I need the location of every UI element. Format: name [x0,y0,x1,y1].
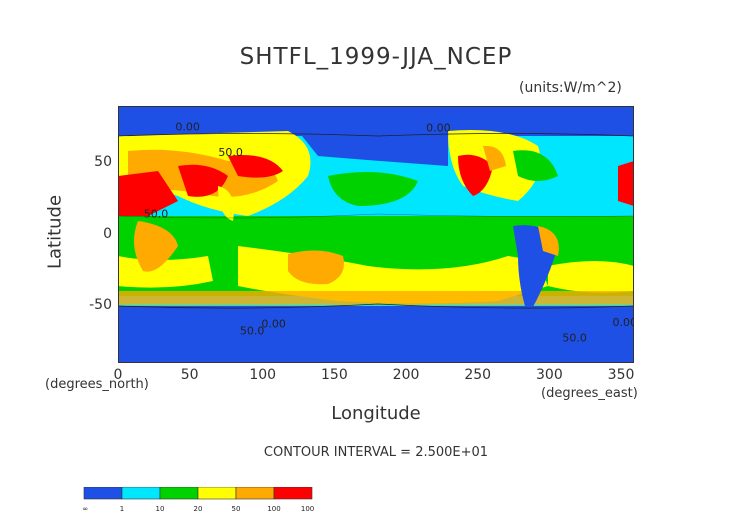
colorbar-label: 10000 [301,505,314,513]
field-region-central-asia-red [228,155,283,178]
x-tick-label: 200 [392,367,420,383]
field-region-antarctic [118,306,634,363]
chart-title: SHTFL_1999-JJA_NCEP [239,44,513,70]
colorbar-swatch [197,487,237,500]
field-region-east-edge-red [618,161,634,206]
x-tick-label: 50 [180,367,199,383]
colorbar-label: 1 [120,505,124,513]
colorbar-label: 20 [194,505,203,513]
colorbar: -∞ 1 10 20 50 100 10000 [82,487,314,513]
colorbar-label: 100 [267,505,280,513]
contour-label: 0.00 [426,122,451,135]
y-axis-unit-label: (degrees_north) [45,377,149,392]
field-region-pacific-green [328,172,418,206]
contour-interval-label: CONTOUR INTERVAL = 2.500E+01 [263,445,489,460]
field-region-na-east [513,150,558,181]
field-region-south-america-orange [538,226,559,256]
field-region-arctic [118,106,634,136]
contour-label: 50.0 [144,207,169,220]
units-label: (units:W/m^2) [519,80,622,96]
y-tick-label: -50 [89,296,112,313]
colorbar-swatch [83,487,123,500]
field-region-middle-east-red [178,164,228,197]
field-region-north-pacific [298,131,448,166]
field-region-south-yellow-east [548,261,634,293]
colorbar-swatch [235,487,275,500]
colorbar-swatch [159,487,199,500]
contour-label: 50.0 [562,332,587,345]
y-tick-label: 0 [103,225,112,242]
field-region-africa-south [134,221,178,272]
colorbar-label: 50 [232,505,241,513]
field-region-atlantic [558,142,634,216]
contour-label: 50.0 [218,146,243,159]
field-region-australia [288,250,344,285]
x-axis-label: Longitude [331,403,421,424]
field-region-africa-north-red [118,171,178,216]
field-region-south-orange [118,291,634,305]
field-region-north-america-red [458,154,493,196]
contour-label: 50.0 [240,324,265,337]
x-tick-label: 250 [464,367,492,383]
colorbar-swatch [121,487,161,500]
x-tick-label: 150 [321,367,348,383]
field-region-india [218,186,234,221]
colorbar-label: 10 [156,505,165,513]
x-tick-label: 0 [113,367,123,383]
colorbar-label: -∞ [82,505,88,513]
x-tick-label: 100 [249,367,277,383]
y-axis-label: Latitude [44,194,66,270]
contour-label: 0.00 [175,120,200,133]
x-tick-label: 300 [536,367,563,383]
contour-label: 0.00 [261,317,286,330]
field-region-north-america-orange [483,145,506,171]
colorbar-swatch [273,487,313,500]
x-axis-unit-label: (degrees_east) [541,386,638,401]
y-tick-label: 50 [94,154,112,171]
x-tick-label: 350 [607,367,635,383]
contour-label: 0.00 [613,316,635,329]
